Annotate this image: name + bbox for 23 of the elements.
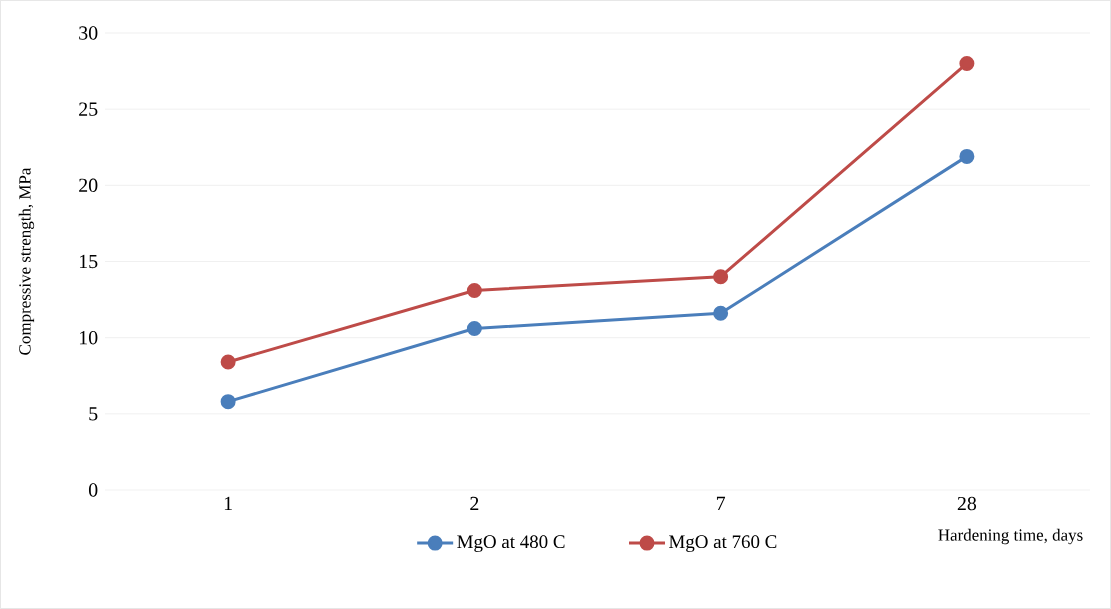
point [713, 305, 729, 321]
x-tick-label: 28 [957, 496, 977, 511]
point [466, 282, 482, 298]
y-tick-label: 15 [79, 254, 98, 269]
point [220, 354, 236, 370]
point [220, 394, 236, 410]
x-axis-title: Hardening time, days [938, 528, 1083, 545]
y-tick-label: 10 [79, 330, 98, 345]
point [959, 148, 975, 164]
y-axis-title: Compressive strength, MPa [18, 167, 35, 355]
y-tick-label: 5 [89, 407, 98, 421]
x-tick-label: 7 [716, 496, 726, 510]
point [959, 55, 975, 71]
x-tick-label: 2 [470, 496, 479, 511]
y-tick-label: 0 [88, 483, 98, 497]
y-tick-label: 30 [79, 26, 98, 40]
y-tick-label: 25 [79, 102, 98, 116]
legend-label: MgO at 480 C [457, 535, 565, 552]
point [713, 269, 729, 285]
y-tick-label: 20 [79, 178, 98, 193]
point [466, 321, 482, 337]
x-tick-label: 1 [224, 496, 232, 510]
legend-label: MgO at 760 C [669, 535, 777, 552]
